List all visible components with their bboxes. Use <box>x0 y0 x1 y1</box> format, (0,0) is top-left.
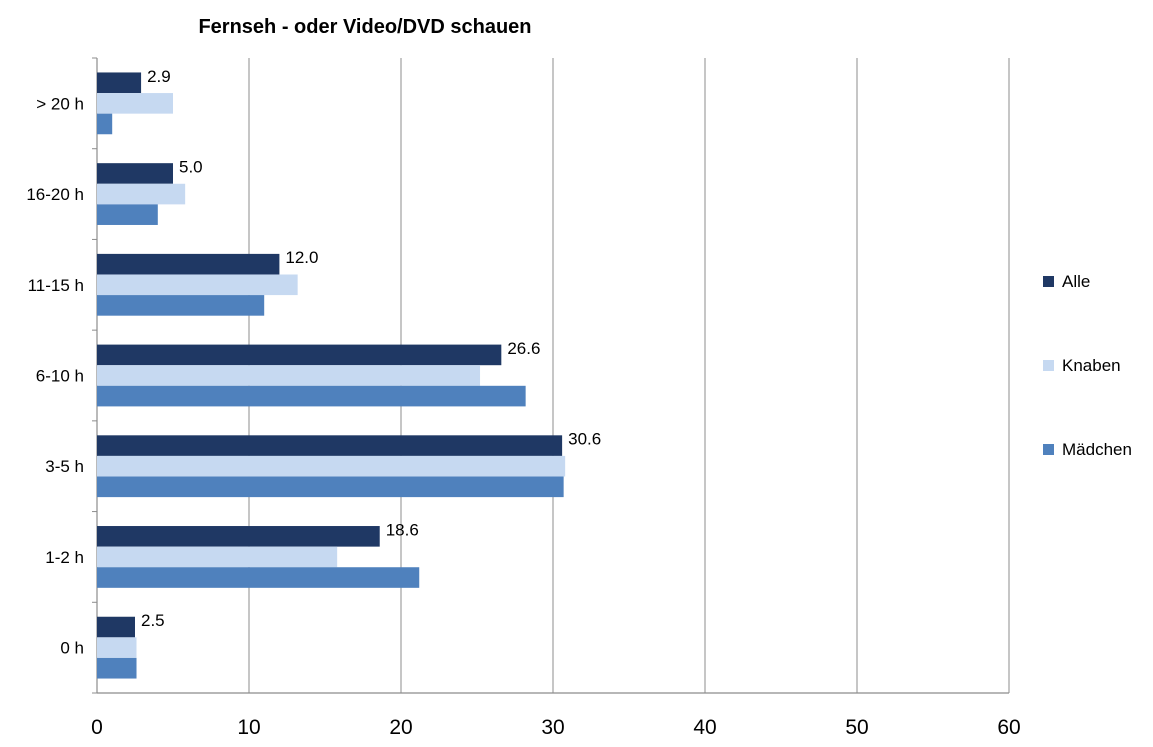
category-label: 16-20 h <box>26 185 84 204</box>
legend: Alle Knaben Mädchen <box>1043 272 1132 459</box>
data-label: 2.5 <box>141 611 165 630</box>
bar-knaben <box>97 93 173 114</box>
bar-alle <box>97 72 142 94</box>
bars <box>97 72 566 679</box>
category-label: 0 h <box>60 639 84 658</box>
bar-mädchen <box>97 657 137 679</box>
category-label: 3-5 h <box>45 457 84 476</box>
bar-alle <box>97 616 135 638</box>
data-label: 26.6 <box>507 339 540 358</box>
bar-knaben <box>97 546 338 568</box>
data-label: 2.9 <box>147 67 171 86</box>
bar-alle <box>97 435 563 456</box>
legend-swatch-alle <box>1043 276 1054 287</box>
bar-mädchen <box>97 295 265 316</box>
data-label: 18.6 <box>386 520 419 539</box>
category-label: 6-10 h <box>36 367 84 386</box>
bar-mädchen <box>97 385 526 407</box>
data-label: 30.6 <box>568 430 601 449</box>
category-label: > 20 h <box>36 94 84 113</box>
data-label: 5.0 <box>179 157 203 176</box>
bar-mädchen <box>97 113 113 135</box>
category-label: 1-2 h <box>45 548 84 567</box>
legend-label: Alle <box>1062 272 1090 291</box>
bar-mädchen <box>97 204 158 225</box>
bar-alle <box>97 163 173 184</box>
x-tick-label: 0 <box>91 716 103 739</box>
bar-alle <box>97 344 502 366</box>
legend-label: Mädchen <box>1062 440 1132 459</box>
chart-title: Fernseh - oder Video/DVD schauen <box>198 16 531 38</box>
data-label: 12.0 <box>285 248 318 267</box>
legend-label: Knaben <box>1062 356 1121 375</box>
x-tick-label: 60 <box>997 716 1020 739</box>
bar-knaben <box>97 455 566 477</box>
bar-alle <box>97 253 280 275</box>
bar-alle <box>97 526 380 547</box>
x-tick-label: 40 <box>693 716 716 739</box>
bar-knaben <box>97 365 481 386</box>
category-label: 11-15 h <box>28 276 84 295</box>
bar-mädchen <box>97 476 564 498</box>
bar-knaben <box>97 637 137 658</box>
bar-knaben <box>97 183 186 205</box>
data-labels: 2.9 5.0 12.0 26.6 30.6 18.6 2.5 <box>141 67 601 630</box>
axes: 0 10 20 30 40 50 60 > 20 h 16-20 h 11-15 h 6-10 h 3… <box>26 57 1021 739</box>
legend-swatch-knaben <box>1043 360 1054 371</box>
legend-swatch-mädchen <box>1043 444 1054 455</box>
x-tick-label: 20 <box>389 716 412 739</box>
bar-mädchen <box>97 567 420 588</box>
x-tick-label: 30 <box>541 716 564 739</box>
x-tick-label: 10 <box>237 716 260 739</box>
bar-knaben <box>97 274 298 296</box>
x-tick-label: 50 <box>845 716 868 739</box>
